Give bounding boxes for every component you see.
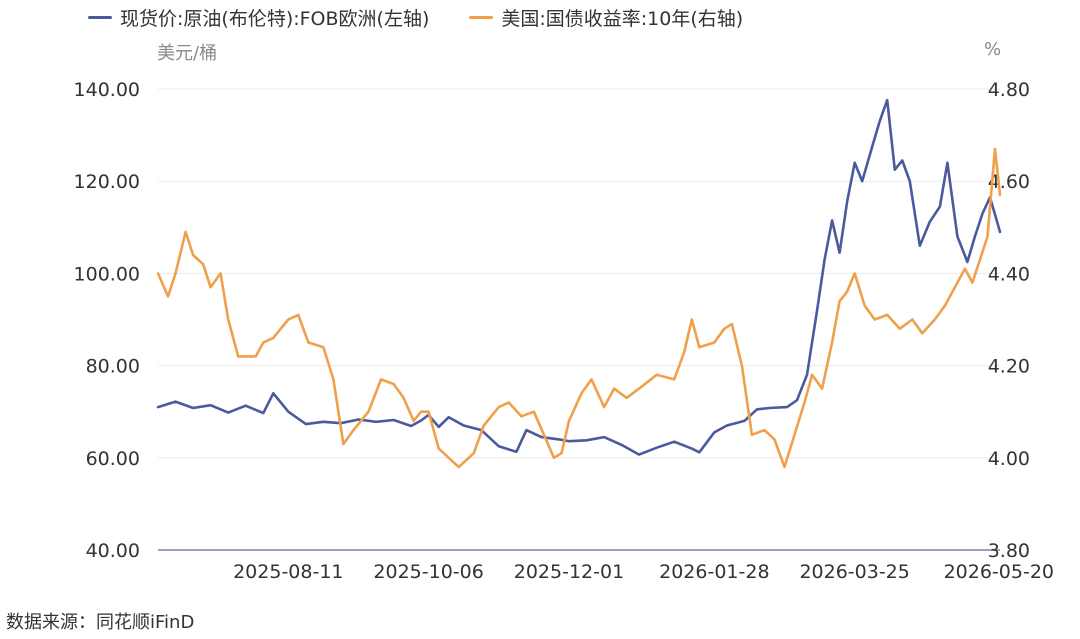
right-axis-unit: %	[984, 39, 1002, 60]
legend-swatch-brent	[88, 15, 112, 19]
legend-label-treasury: 美国:国债收益率:10年(右轴)	[501, 7, 744, 30]
x-axis-tick-label: 2025-08-11	[233, 561, 343, 583]
grid-lines	[158, 88, 1000, 551]
line-chart: 40.00 60.00 80.00 100.00 120.00 140.00 3.80 4.…	[74, 79, 1054, 583]
left-axis-tick-label: 80.00	[86, 356, 140, 378]
right-axis-ticks: 3.804.004.204.404.604.80	[988, 79, 1030, 562]
x-axis-ticks: 2025-08-11 2025-10-06 2025-12-01 2026-01-28…	[233, 561, 1054, 583]
left-axis-tick-label: 140.00	[74, 79, 140, 101]
series-line-treasury	[156, 147, 1002, 469]
legend-label-brent: 现货价:原油(布伦特):FOB欧洲(左轴)	[120, 7, 430, 30]
x-axis-tick-label: 2025-10-06	[373, 561, 483, 583]
series-lines	[156, 98, 1002, 469]
legend-item-brent[interactable]: 现货价:原油(布伦特):FOB欧洲(左轴)	[88, 4, 429, 31]
right-axis-tick-label: 4.40	[988, 263, 1030, 285]
left-axis-tick-label: 40.00	[86, 540, 140, 562]
left-axis-ticks: 40.00 60.00 80.00 100.00 120.00 140.00	[74, 79, 140, 562]
right-axis-tick-label: 4.80	[988, 79, 1030, 101]
left-axis-unit: 美元/桶	[157, 43, 218, 64]
source-note: 数据来源：同花顺iFinD	[6, 612, 195, 633]
x-axis-tick-label: 2025-12-01	[514, 561, 624, 583]
right-axis-tick-label: 4.20	[988, 356, 1030, 378]
left-axis-tick-label: 120.00	[74, 171, 140, 193]
x-axis-tick-label: 2026-01-28	[659, 561, 769, 583]
legend-item-treasury[interactable]: 美国:国债收益率:10年(右轴)	[469, 4, 743, 31]
left-axis-tick-label: 60.00	[86, 448, 140, 470]
x-axis-tick-label: 2026-03-25	[799, 561, 909, 583]
legend: 现货价:原油(布伦特):FOB欧洲(左轴) 美国:国债收益率:10年(右轴)	[88, 4, 743, 30]
right-axis-tick-label: 3.80	[988, 540, 1030, 562]
legend-swatch-treasury	[469, 15, 494, 19]
x-axis-tick-label: 2026-05-20	[944, 561, 1054, 583]
left-axis-tick-label: 100.00	[74, 263, 140, 285]
right-axis-tick-label: 4.00	[988, 448, 1030, 470]
